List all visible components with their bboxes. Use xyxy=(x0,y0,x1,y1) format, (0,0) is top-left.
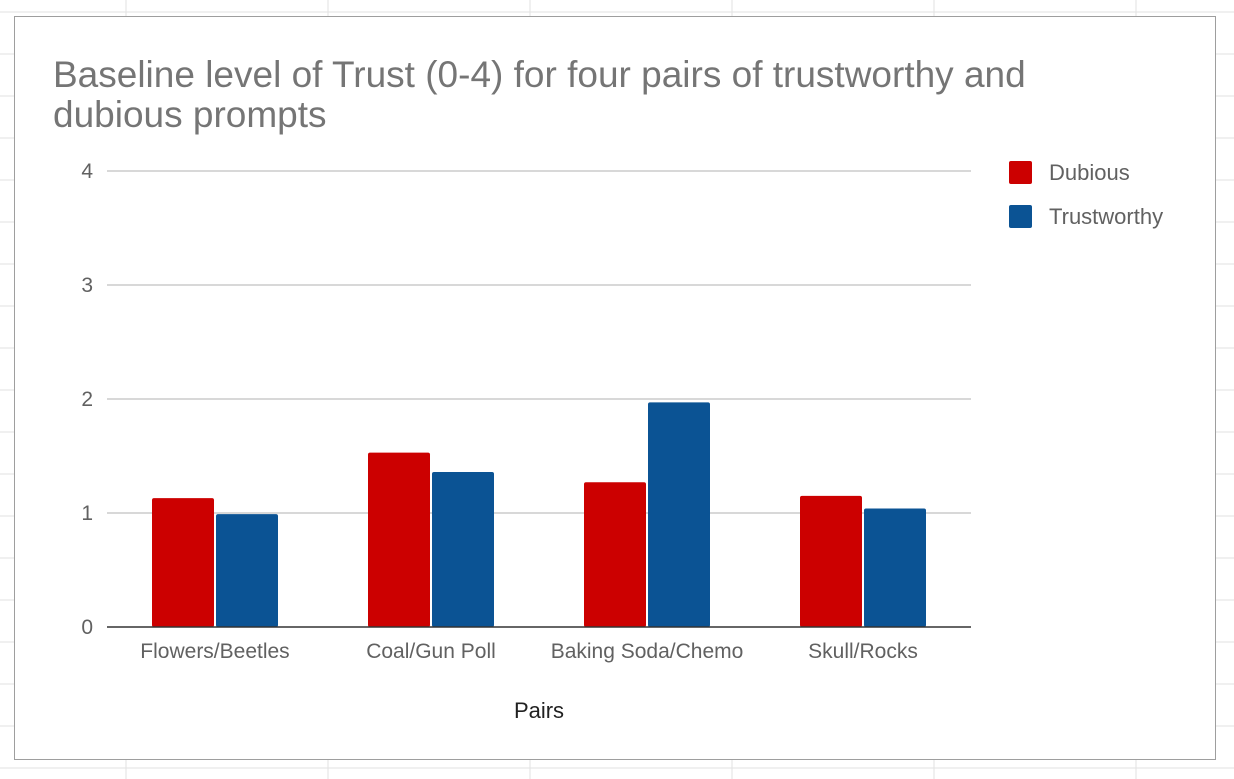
legend-label-trustworthy[interactable]: Trustworthy xyxy=(1049,204,1163,229)
y-tick-label: 1 xyxy=(81,502,93,525)
y-tick-label: 0 xyxy=(81,616,93,639)
legend-swatch-dubious[interactable] xyxy=(1009,161,1032,184)
legend-swatch-trustworthy[interactable] xyxy=(1009,205,1032,228)
bar-dubious-2[interactable] xyxy=(584,482,646,627)
bar-trustworthy-1[interactable] xyxy=(432,471,494,627)
bar-chart: 0 1 2 3 4 Flowers/Beetles Coal/Gun Poll Baking … xyxy=(81,160,1163,723)
bar-trustworthy-3[interactable] xyxy=(864,508,926,627)
y-tick-label: 2 xyxy=(81,388,93,411)
bar-trustworthy-2[interactable] xyxy=(648,402,710,627)
chart-title: Baseline level of Trust (0-4) for four p… xyxy=(53,54,1026,135)
legend-label-dubious[interactable]: Dubious xyxy=(1049,160,1130,185)
bar-dubious-1[interactable] xyxy=(368,452,430,627)
chart-card[interactable]: Baseline level of Trust (0-4) for four p… xyxy=(14,16,1216,760)
y-tick-label: 3 xyxy=(81,274,93,297)
x-tick-label: Coal/Gun Poll xyxy=(366,640,496,663)
x-tick-label: Skull/Rocks xyxy=(808,640,918,663)
bar-dubious-3[interactable] xyxy=(800,495,862,627)
x-axis-title: Pairs xyxy=(514,698,564,723)
bar-trustworthy-0[interactable] xyxy=(216,514,278,627)
bar-dubious-0[interactable] xyxy=(152,498,214,627)
x-tick-label: Baking Soda/Chemo xyxy=(551,640,744,663)
y-tick-label: 4 xyxy=(81,160,93,183)
x-tick-label: Flowers/Beetles xyxy=(140,640,289,663)
